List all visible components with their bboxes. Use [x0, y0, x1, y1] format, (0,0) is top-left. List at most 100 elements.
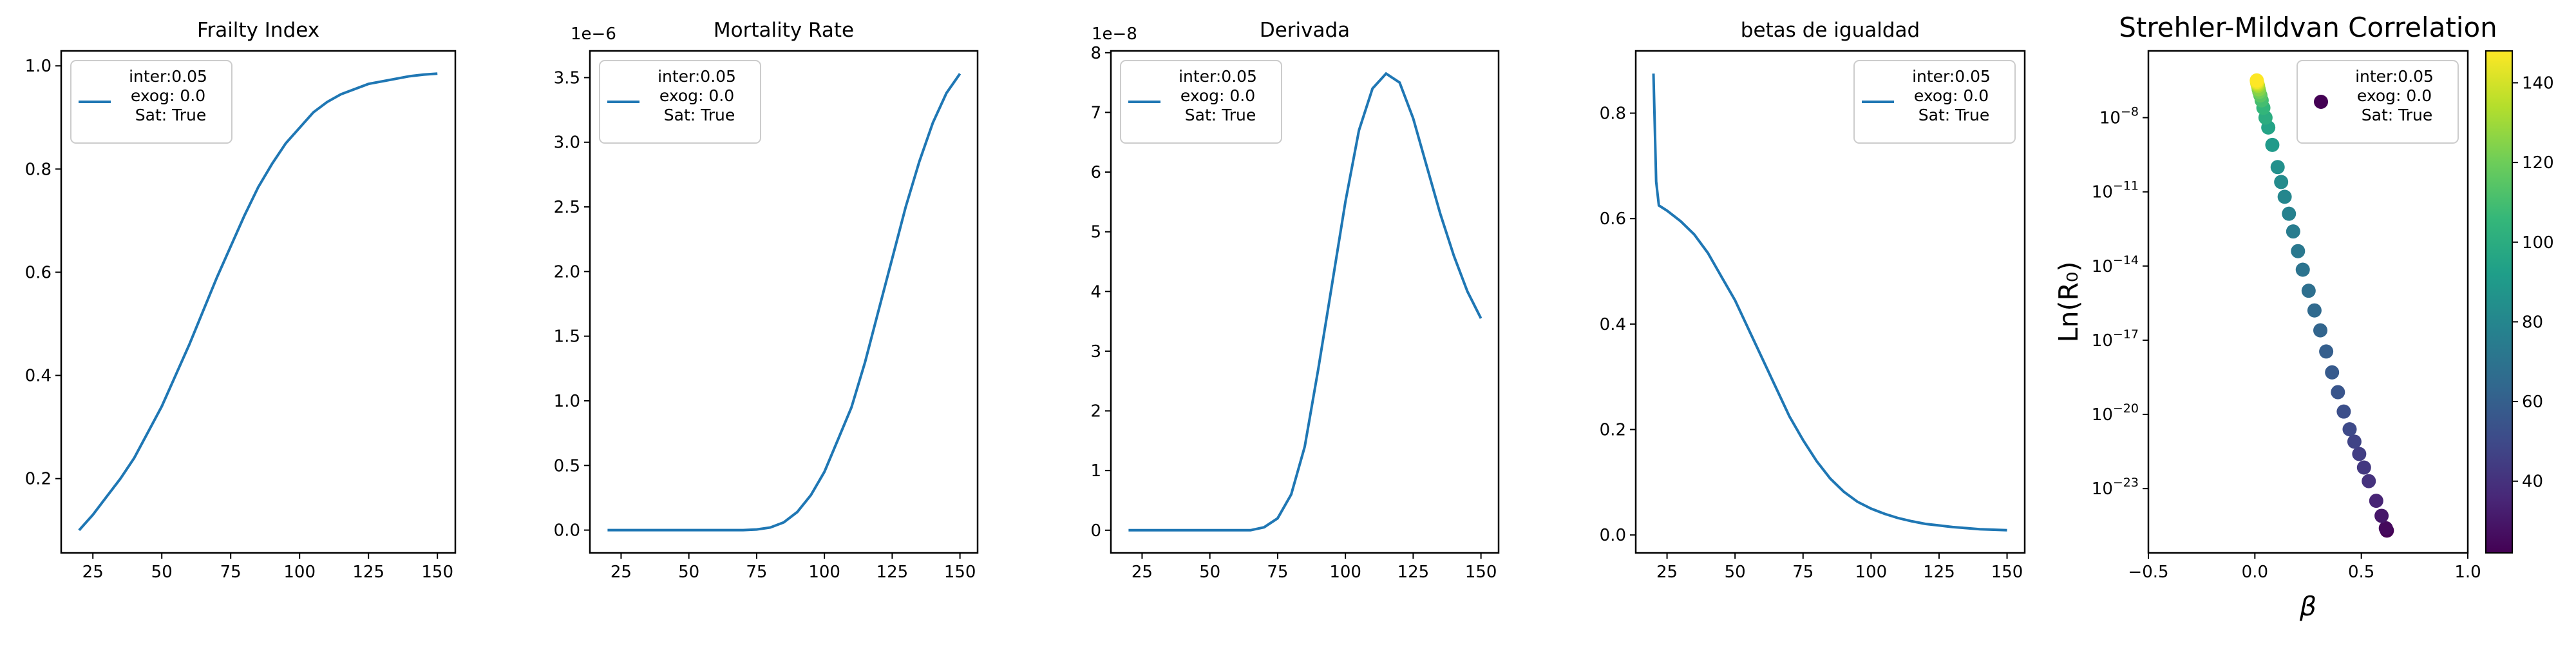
tick-exponent: −20 [2113, 401, 2139, 416]
offset-text: 1e−6 [571, 24, 616, 44]
colorbar-tick-label: 100 [2522, 233, 2554, 253]
legend-line: inter:0.05 [658, 67, 741, 86]
tick-exponent: −23 [2113, 476, 2139, 490]
scatter-point [2378, 521, 2393, 536]
legend-line: Sat: True [664, 106, 735, 124]
chart-title: Frailty Index [197, 19, 319, 42]
scatter-point [2286, 224, 2300, 239]
scatter-point [2352, 447, 2367, 461]
tick-exponent: −11 [2113, 179, 2139, 193]
y-tick-label: 6 [1090, 163, 1101, 182]
x-tick-label: 25 [1656, 563, 1678, 582]
x-tick-label: 150 [944, 563, 976, 582]
y-tick-label: 10−20 [2092, 401, 2139, 425]
x-tick-label: 125 [352, 563, 384, 582]
legend-line: inter:0.05 [129, 67, 213, 86]
y-tick-label: 3.5 [554, 68, 580, 88]
legend: inter:0.05 exog: 0.0 Sat: True [1120, 60, 1282, 144]
y-tick-label: 2.0 [554, 262, 580, 282]
y-tick-label: 0.4 [25, 367, 52, 386]
legend-line: exog: 0.0 [131, 86, 211, 105]
y-tick-label: 2 [1090, 402, 1101, 421]
plot-area [1652, 73, 2007, 532]
subplot: Derivada 1e−8 25 50 75 100 125 150 0 1 2 3 4 5 6 7 8 inte… [1090, 19, 1500, 582]
tick-base: 10 [2092, 405, 2113, 425]
scatter-point [2313, 323, 2328, 338]
legend-line: Sat: True [1185, 106, 1256, 124]
y-tick-label: 7 [1090, 103, 1101, 122]
x-tick-label: 50 [1725, 563, 1746, 582]
axes-frame [60, 50, 457, 554]
y-tick-label: 10−11 [2092, 179, 2139, 202]
scatter-point [2347, 434, 2362, 449]
legend-line: exog: 0.0 [1914, 86, 1994, 105]
x-tick-label: 25 [611, 563, 632, 582]
y-tick-label: 0.2 [1600, 421, 1626, 440]
tick-base: 10 [2099, 109, 2121, 128]
x-tick-label: 150 [1991, 563, 2023, 582]
x-tick-label: 125 [1397, 563, 1430, 582]
x-tick-label: 0.5 [2348, 563, 2374, 582]
scatter-point [2374, 508, 2389, 523]
legend-line: inter:0.05 [2355, 67, 2439, 86]
scatter-point [2277, 189, 2292, 204]
scatter-point [2274, 175, 2289, 189]
y-tick-label: 0.2 [25, 470, 52, 489]
scatter-point [2369, 494, 2383, 508]
x-tick-label: −0.5 [2128, 563, 2168, 582]
legend-line: Sat: True [135, 106, 206, 124]
x-tick-label: 150 [421, 563, 453, 582]
subplot: betas de igualdad 25 50 75 100 125 150 0.0 0.2 0.… [1600, 19, 2026, 582]
x-tick-label: 75 [1792, 563, 1814, 582]
legend-line: inter:0.05 [1912, 67, 1996, 86]
tick-base: 10 [2092, 479, 2113, 499]
legend-marker [2314, 95, 2328, 109]
y-tick-label: 10−8 [2099, 105, 2139, 128]
x-tick-label: 150 [1465, 563, 1497, 582]
y-axis-label: Ln(R₀) [2053, 262, 2084, 343]
chart-title: Derivada [1260, 19, 1350, 42]
legend-line: Sat: True [2362, 106, 2432, 124]
plot-area [607, 73, 961, 532]
y-tick-label: 0.5 [554, 456, 580, 476]
x-tick-label: 100 [1855, 563, 1888, 582]
y-tick-label: 1.0 [25, 57, 52, 76]
legend-line: exog: 0.0 [659, 86, 739, 105]
data-line [1128, 72, 1482, 532]
y-tick-label: 4 [1090, 282, 1101, 302]
colorbar-tick-label: 120 [2522, 153, 2554, 173]
tick-base: 10 [2092, 257, 2113, 276]
scatter-point [2295, 262, 2310, 277]
y-tick-label: 0.6 [25, 263, 52, 282]
colorbar-tick-label: 40 [2522, 472, 2543, 492]
axes-frame [2147, 50, 2469, 554]
y-tick-label: 3 [1090, 342, 1101, 362]
x-tick-label: 50 [1199, 563, 1220, 582]
y-tick-label: 1 [1090, 461, 1101, 481]
legend-line: inter:0.05 [1179, 67, 1262, 86]
y-tick-label: 0.4 [1600, 315, 1626, 334]
x-tick-label: 25 [82, 563, 104, 582]
axes-frame [1634, 50, 2026, 554]
legend-label: inter:0.05 exog: 0.0 Sat: True [2355, 67, 2439, 124]
scatter-point [2307, 303, 2322, 318]
y-tick-label: 0.0 [554, 521, 580, 541]
y-tick-label: 3.0 [554, 133, 580, 153]
y-tick-label: 10−17 [2092, 327, 2139, 351]
subplot: Frailty Index 25 50 75 100 125 150 0.2 0.4 0.6 0.8… [25, 19, 457, 582]
legend-box [1853, 60, 2016, 144]
legend-box [2297, 60, 2459, 144]
colorbar-tick-label: 140 [2522, 73, 2554, 93]
axes-frame [589, 50, 979, 554]
chart-title: Mortality Rate [714, 19, 854, 42]
plot-area [2249, 73, 2394, 538]
subplot: Mortality Rate 1e−6 25 50 75 100 125 150 0.0 0.5 1… [554, 19, 979, 582]
x-tick-label: 50 [151, 563, 173, 582]
chart-title: Strehler-Mildvan Correlation [2119, 12, 2497, 43]
colorbar-tick-label: 80 [2522, 313, 2543, 332]
legend-line: exog: 0.0 [2357, 86, 2437, 105]
plot-area [78, 72, 438, 532]
x-axis-label: β [2299, 591, 2316, 622]
y-tick-label: 8 [1090, 44, 1101, 63]
